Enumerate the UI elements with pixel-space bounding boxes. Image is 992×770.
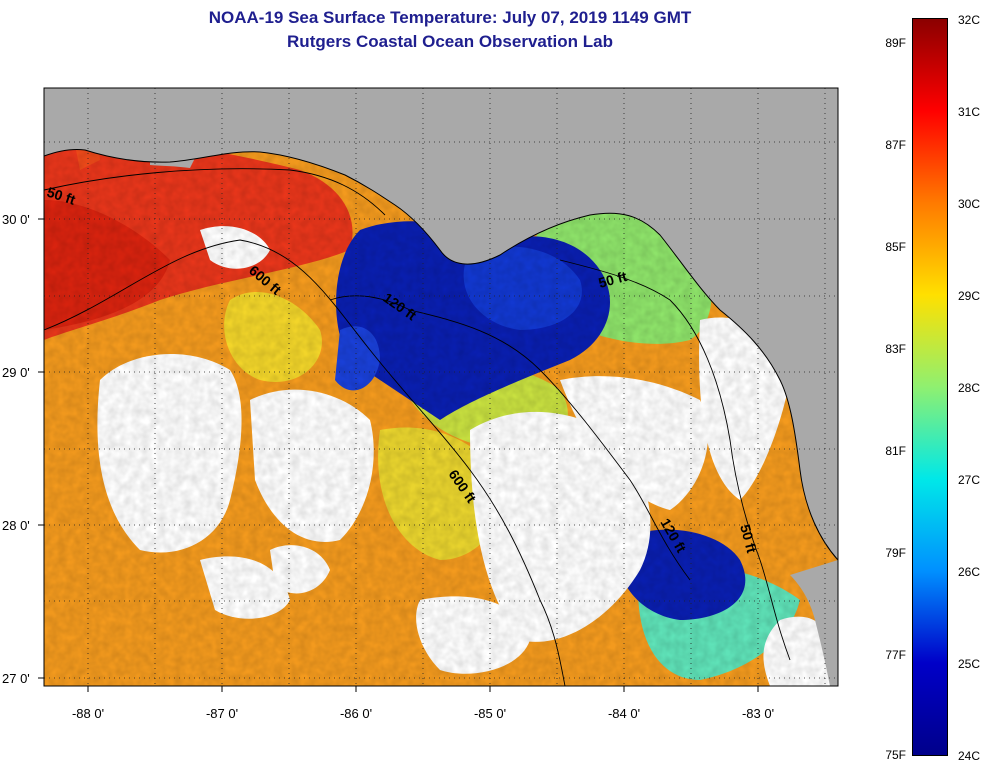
lon-tick-label: -86 0' xyxy=(340,706,372,721)
contour-line-120ft xyxy=(329,295,691,581)
colorbar-fahrenheit-label: 77F xyxy=(885,648,906,662)
colorbar-celsius-label: 30C xyxy=(958,197,981,211)
colorbar-fahrenheit-label: 79F xyxy=(885,546,906,560)
colorbar-celsius-label: 32C xyxy=(958,13,981,27)
lon-tick-label: -87 0' xyxy=(206,706,238,721)
lon-tick-label: -85 0' xyxy=(474,706,506,721)
lat-tick-label: 30 0' xyxy=(2,212,30,227)
contour-label: 50 ft xyxy=(737,523,760,555)
colorbar-celsius-label: 29C xyxy=(958,289,981,303)
lat-tick-label: 29 0' xyxy=(2,365,30,380)
chart-subtitle: Rutgers Coastal Ocean Observation Lab xyxy=(287,32,613,51)
lon-tick-label: -83 0' xyxy=(742,706,774,721)
colorbar-celsius-label: 31C xyxy=(958,105,981,119)
coastline xyxy=(44,149,838,561)
contour-line-50ft-north xyxy=(44,168,386,216)
map-frame xyxy=(43,87,839,687)
colorbar-gradient xyxy=(912,18,948,756)
colorbar xyxy=(912,18,948,756)
colorbar-celsius-label: 26C xyxy=(958,565,981,579)
contour-line-600ft xyxy=(44,239,566,686)
land-panhandle-bays xyxy=(150,153,195,168)
axis-ticks xyxy=(38,218,759,692)
colorbar-celsius-label: 27C xyxy=(958,473,981,487)
land-peninsula-coast xyxy=(790,560,838,686)
contour-line-50ft-east xyxy=(559,259,791,661)
colorbar-celsius-label: 25C xyxy=(958,657,981,671)
colorbar-fahrenheit-label: 89F xyxy=(885,36,906,50)
colorbar-fahrenheit-label: 81F xyxy=(885,444,906,458)
land-mainland xyxy=(44,88,838,560)
lat-tick-label: 28 0' xyxy=(2,518,30,533)
colorbar-fahrenheit-label: 83F xyxy=(885,342,906,356)
contour-label: 50 ft xyxy=(597,268,629,291)
colorbar-celsius-label: 28C xyxy=(958,381,981,395)
chart-title: NOAA-19 Sea Surface Temperature: July 07… xyxy=(208,8,692,27)
colorbar-fahrenheit-label: 85F xyxy=(885,240,906,254)
lon-tick-label: -84 0' xyxy=(608,706,640,721)
colorbar-fahrenheit-label: 75F xyxy=(885,748,906,762)
colorbar-fahrenheit-label: 87F xyxy=(885,138,906,152)
lat-tick-label: 27 0' xyxy=(2,671,30,686)
lon-tick-label: -88 0' xyxy=(72,706,104,721)
colorbar-celsius-label: 24C xyxy=(958,749,981,763)
